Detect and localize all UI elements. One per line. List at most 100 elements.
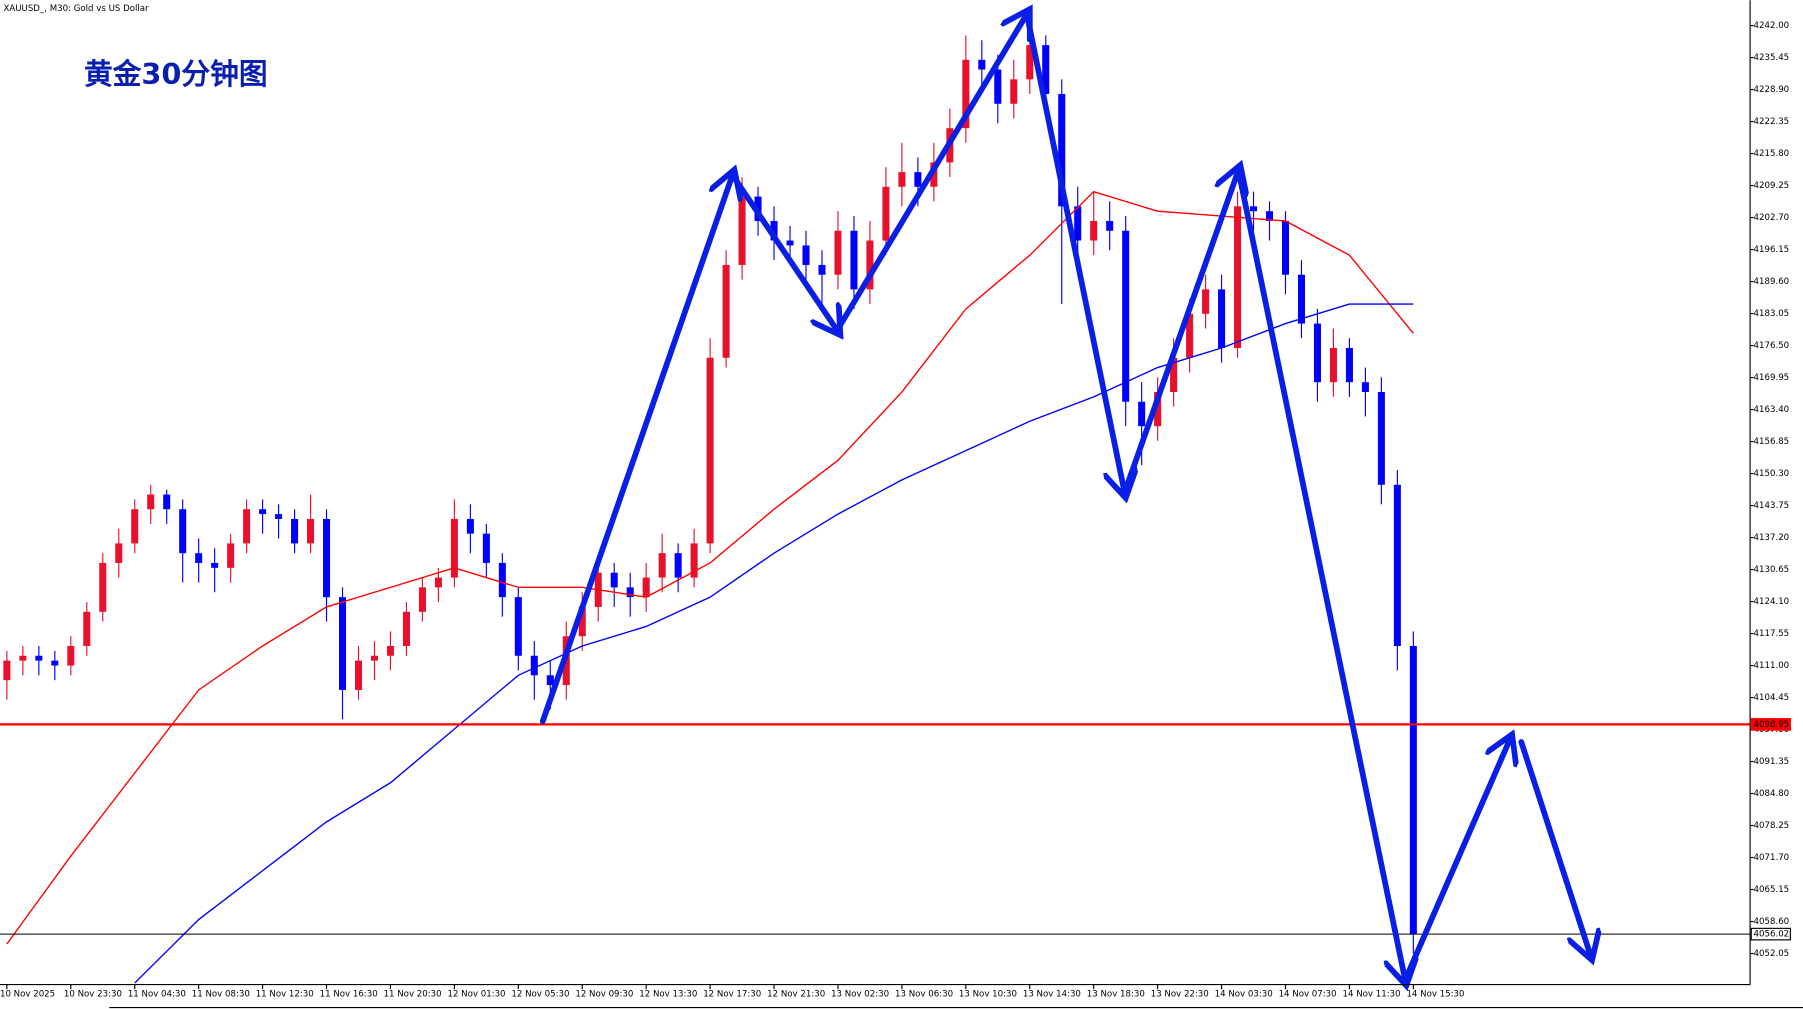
y-tick-label: 4137.20 [1754,533,1790,543]
candle-body [914,172,922,187]
y-tick-label: 4183.05 [1754,309,1790,319]
y-tick-label: 4124.10 [1754,597,1790,607]
candle-body [99,562,107,612]
candle-body [3,660,11,681]
y-tick-label: 4163.40 [1754,405,1790,415]
y-tick-label: 4111.00 [1754,661,1790,671]
price-label: 4098.95 [1754,720,1790,730]
candle-body [1361,382,1369,392]
y-tick-label: 4242.00 [1754,21,1790,31]
y-tick-label: 4156.85 [1754,437,1790,447]
chart-title: 黄金30分钟图 [84,57,268,91]
candle-body [1250,206,1258,212]
candle-body [67,645,75,666]
y-tick-label: 4104.45 [1754,693,1790,703]
candle-body [978,59,986,70]
candle-body [1345,347,1353,383]
candle-body [1026,45,1034,80]
candle-body [1313,323,1321,383]
y-tick-label: 4058.60 [1754,917,1790,927]
candle-body [434,577,442,588]
y-tick-label: 4228.90 [1754,85,1790,95]
candle-body [51,660,59,666]
arrow [1518,739,1590,955]
candle-body [1074,206,1082,241]
candle-body [834,230,842,275]
x-tick-label: 13 Nov 22:30 [1151,989,1209,999]
candle-body [1234,206,1242,348]
candle-body [658,553,666,578]
candle-body [115,543,123,563]
candle-body [738,196,746,265]
candle-body [770,220,778,241]
x-tick-label: 12 Nov 05:30 [511,989,569,999]
x-tick-label: 10 Nov 2025 [0,989,55,999]
ma-line [6,190,1414,945]
candle-body [83,611,91,646]
x-tick-label: 12 Nov 09:30 [575,989,633,999]
x-tick-label: 11 Nov 08:30 [192,989,250,999]
candle-body [1393,484,1401,646]
candle-body [1138,401,1146,427]
candle-body [307,518,315,544]
candle-body [674,553,682,578]
y-tick-label: 4235.45 [1754,53,1790,63]
x-tick-label: 10 Nov 23:30 [64,989,122,999]
x-tick-label: 13 Nov 10:30 [959,989,1017,999]
y-tick-label: 4091.35 [1754,757,1790,767]
candle-body [227,543,235,568]
candle-body [275,514,283,519]
candle-body [418,587,426,612]
candle-body [243,509,251,544]
candle-body [1042,45,1050,94]
candle-body [1154,391,1162,427]
x-tick-label: 14 Nov 15:30 [1406,989,1464,999]
candle-body [402,611,410,646]
y-tick-label: 4143.75 [1754,501,1790,511]
candle-body [466,518,474,534]
candle-body [882,186,890,241]
candle-body [1281,220,1290,275]
candle-body [626,587,634,598]
arrow [729,172,837,330]
y-tick-label: 4084.80 [1754,789,1790,799]
candle-body [818,264,826,275]
candle-body [802,245,810,265]
candle-body [1329,347,1337,383]
candle-body [546,675,554,686]
arrow [1235,167,1405,980]
candle-body [1090,220,1098,241]
candle-body [1106,220,1114,231]
y-tick-label: 4065.15 [1754,885,1790,895]
candle-body [1377,391,1385,485]
candle-body [1265,211,1274,221]
candle-body [1058,93,1066,207]
candle-body [291,518,299,544]
x-tick-label: 12 Nov 17:30 [703,989,761,999]
candle-body [994,69,1002,104]
candle-body [211,562,219,568]
y-tick-label: 4150.30 [1754,469,1790,479]
x-tick-label: 13 Nov 14:30 [1023,989,1081,999]
candle-body [131,509,139,544]
candle-body [338,597,347,690]
candle-body [1170,357,1178,392]
candle-body [850,230,858,290]
plot-area [0,20,1751,984]
arrow [1023,11,1125,492]
y-tick-label: 4202.70 [1754,213,1790,223]
y-tick-label: 4196.15 [1754,245,1790,255]
candle-body [514,597,522,656]
candle-body [179,509,187,554]
candle-body [323,518,331,598]
x-tick-label: 14 Nov 11:30 [1343,989,1401,999]
ma-line [134,303,1414,984]
x-tick-label: 14 Nov 07:30 [1279,989,1337,999]
arrow [834,14,1027,334]
candle-body [259,509,267,515]
y-tick-label: 4189.60 [1754,277,1790,287]
candle-body [1010,79,1018,104]
x-tick-label: 14 Nov 03:30 [1215,989,1273,999]
